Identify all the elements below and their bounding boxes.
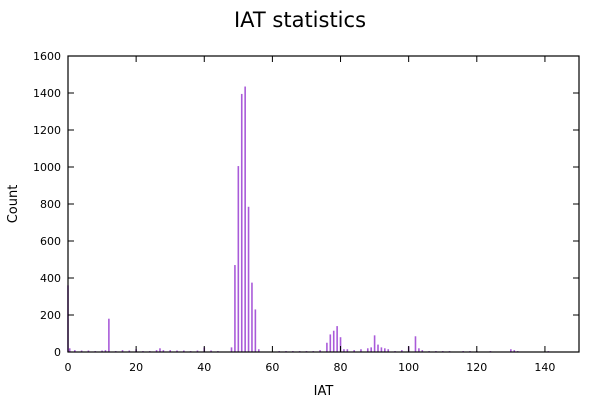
bar [377, 344, 379, 352]
bar [162, 350, 165, 352]
bar [87, 350, 90, 352]
y-tick-label: 1400 [33, 87, 61, 100]
ticks-group: 0 20 40 60 80 100 120 1400200400600800100012001… [33, 50, 579, 374]
bar [343, 349, 345, 352]
bar [251, 282, 253, 352]
bar [370, 347, 372, 352]
bar [339, 337, 342, 352]
y-tick-label: 200 [40, 309, 61, 322]
bar [387, 349, 390, 352]
bar [510, 349, 512, 352]
x-tick-label: 100 [398, 361, 419, 374]
bar [332, 330, 335, 352]
y-tick-label: 400 [40, 272, 61, 285]
y-tick-label: 1600 [33, 50, 61, 63]
plot-frame [67, 55, 580, 353]
bar [319, 350, 321, 352]
x-tick-label: 60 [265, 361, 279, 374]
y-axis-label: Count [6, 185, 21, 224]
bar [196, 350, 199, 352]
bar [373, 335, 376, 352]
bar [234, 265, 236, 352]
bar [418, 348, 420, 352]
bar [360, 349, 362, 352]
bar [80, 350, 83, 352]
bar [353, 350, 355, 352]
bar [237, 166, 240, 352]
bar [176, 350, 178, 352]
bars-group [67, 86, 550, 353]
x-tick-label: 0 [65, 361, 72, 374]
x-tick-label: 120 [466, 361, 487, 374]
y-tick-label: 1000 [33, 161, 61, 174]
bar [68, 348, 71, 352]
chart-title: IAT statistics [233, 8, 367, 32]
bar [513, 350, 516, 352]
bar [155, 350, 158, 352]
x-tick-label: 20 [129, 361, 143, 374]
bar [244, 86, 246, 353]
bar [247, 206, 250, 352]
bar [254, 309, 257, 352]
bar [326, 342, 328, 352]
y-tick-label: 0 [54, 346, 61, 359]
bar [346, 349, 349, 352]
x-tick-label: 40 [197, 361, 211, 374]
bar [128, 350, 131, 352]
bar [421, 350, 424, 352]
y-tick-label: 1200 [33, 124, 61, 137]
bar [74, 350, 76, 352]
bar [384, 348, 386, 352]
x-tick-label: 140 [534, 361, 555, 374]
bar [210, 350, 212, 352]
bar [401, 350, 403, 352]
bar [366, 348, 369, 352]
y-tick-label: 600 [40, 235, 61, 248]
y-tick-label: 800 [40, 198, 61, 211]
bar [101, 350, 103, 352]
x-tick-label: 80 [334, 361, 348, 374]
bar [108, 318, 110, 352]
bar [380, 347, 383, 352]
bar [240, 93, 243, 353]
bar [183, 350, 185, 352]
bar [121, 350, 124, 352]
bar [414, 336, 417, 352]
x-axis-label: IAT [314, 384, 334, 399]
bar [257, 349, 260, 352]
bar [169, 350, 171, 352]
bar [336, 326, 338, 352]
bar [159, 348, 161, 352]
bar [230, 347, 233, 352]
bar [104, 350, 107, 352]
bar [329, 334, 332, 352]
